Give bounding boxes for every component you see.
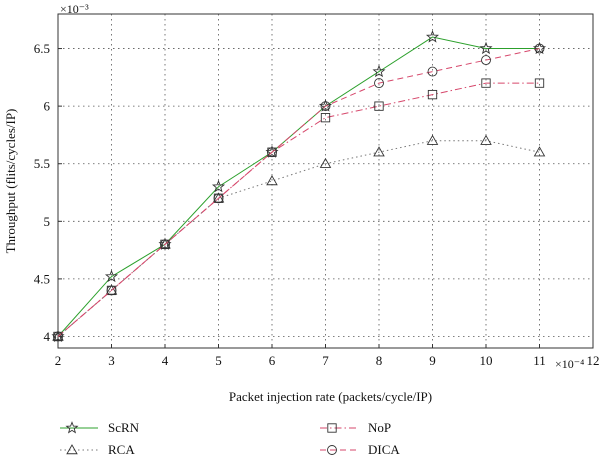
data-point-dica bbox=[374, 78, 384, 89]
legend-label-scrn: ScRN bbox=[108, 420, 140, 435]
x-tick-label: 11 bbox=[533, 353, 546, 368]
legend-label-nop: NoP bbox=[368, 420, 391, 435]
y-multiplier-label: ×10⁻³ bbox=[60, 2, 89, 16]
x-axis-title: Packet injection rate (packets/cycle/IP) bbox=[229, 389, 432, 404]
x-tick-label: 9 bbox=[429, 353, 436, 368]
legend-marker-nop bbox=[327, 423, 337, 433]
legend-item-dica: DICA bbox=[320, 442, 400, 457]
data-point-rca bbox=[533, 146, 546, 157]
y-tick-label: 5.5 bbox=[34, 156, 50, 171]
legend: ScRN RCA NoP DICA bbox=[60, 420, 400, 457]
data-point-rca bbox=[319, 157, 332, 168]
legend-marker-rca bbox=[66, 444, 78, 455]
y-tick-label: 6.5 bbox=[34, 41, 50, 56]
series-line-dica bbox=[57, 48, 540, 337]
legend-item-rca: RCA bbox=[60, 442, 135, 457]
series-nop bbox=[53, 78, 545, 342]
data-point-dica bbox=[213, 193, 224, 204]
data-point-dica bbox=[481, 55, 491, 66]
x-multiplier-label: ×10⁻⁴ bbox=[555, 357, 584, 371]
ticks: 2 3 4 5 6 7 8 9 10 11 12 4 4.5 5 5.5 6 6.5 bbox=[34, 41, 600, 368]
x-tick-label: 4 bbox=[162, 353, 169, 368]
data-point-scrn bbox=[425, 30, 440, 43]
data-point-scrn bbox=[479, 41, 493, 55]
x-tick-label: 8 bbox=[376, 353, 383, 368]
y-tick-label: 4 bbox=[44, 329, 51, 344]
x-tick-label: 2 bbox=[55, 353, 62, 368]
data-point-rca bbox=[426, 134, 439, 145]
series bbox=[51, 30, 547, 343]
series-line-scrn bbox=[57, 36, 540, 337]
data-point-rca bbox=[159, 238, 171, 249]
legend-item-scrn: ScRN bbox=[60, 420, 140, 435]
data-point-scrn bbox=[372, 64, 386, 78]
y-tick-label: 5 bbox=[44, 214, 51, 229]
data-point-dica bbox=[534, 43, 545, 54]
data-point-rca bbox=[373, 146, 385, 157]
data-point-nop bbox=[320, 113, 331, 123]
y-axis-title: Throughput (flits/cycles/IP) bbox=[3, 109, 18, 254]
data-point-dica bbox=[267, 147, 277, 158]
grid bbox=[58, 14, 593, 348]
series-dica bbox=[53, 43, 545, 342]
x-tick-label: 3 bbox=[108, 353, 115, 368]
series-line-rca bbox=[57, 140, 540, 337]
data-point-rca bbox=[105, 284, 118, 295]
legend-marker-dica bbox=[327, 445, 337, 455]
series-line-nop bbox=[57, 82, 540, 337]
data-point-dica bbox=[106, 285, 117, 296]
data-point-rca bbox=[480, 134, 492, 145]
data-point-nop bbox=[481, 78, 491, 88]
legend-item-nop: NoP bbox=[320, 420, 391, 435]
data-point-rca bbox=[52, 330, 64, 341]
data-point-scrn bbox=[211, 179, 226, 193]
series-scrn bbox=[51, 30, 547, 343]
data-point-nop bbox=[374, 101, 384, 111]
legend-marker-scrn bbox=[65, 421, 79, 434]
data-point-dica bbox=[160, 239, 170, 250]
data-point-rca bbox=[212, 192, 225, 203]
legend-label-rca: RCA bbox=[108, 442, 135, 457]
x-tick-label: 7 bbox=[322, 353, 329, 368]
x-tick-label: 5 bbox=[215, 353, 222, 368]
data-point-scrn bbox=[104, 269, 119, 283]
y-tick-label: 6 bbox=[44, 99, 51, 114]
legend-label-dica: DICA bbox=[368, 442, 400, 457]
data-point-dica bbox=[53, 331, 63, 342]
data-point-nop bbox=[534, 78, 545, 88]
x-tick-label: 6 bbox=[269, 353, 276, 368]
data-point-nop bbox=[427, 89, 438, 100]
data-point-dica bbox=[320, 101, 331, 112]
y-tick-label: 4.5 bbox=[34, 271, 50, 286]
series-rca bbox=[52, 134, 546, 341]
x-tick-label: 12 bbox=[587, 353, 600, 368]
x-tick-label: 10 bbox=[480, 353, 493, 368]
data-point-dica bbox=[427, 66, 438, 77]
data-point-rca bbox=[266, 175, 278, 186]
